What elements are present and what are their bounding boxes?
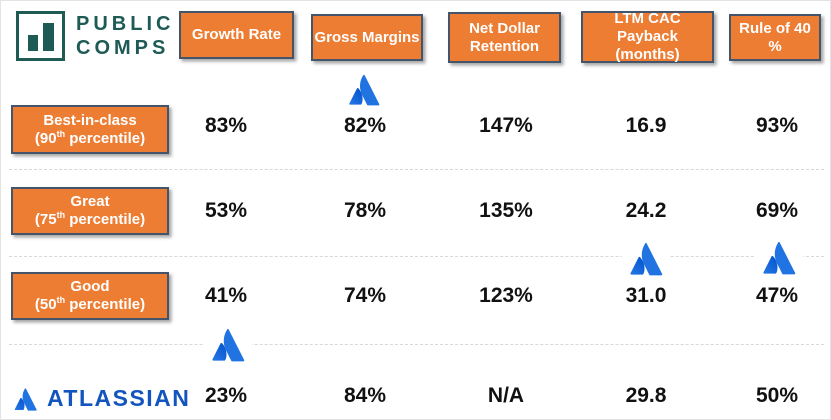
cell-great-cac-payback: 24.2: [625, 199, 667, 222]
bar-chart-icon: [16, 11, 65, 61]
atlassian-logo-icon: [13, 387, 38, 411]
row-separator: [9, 344, 824, 345]
cell-atlassian-ndr: N/A: [487, 384, 525, 407]
cell-atlassian-gross-margins: 84%: [343, 384, 387, 407]
cell-atlassian-rule-of-40: 50%: [755, 384, 799, 407]
row-separator: [9, 256, 824, 257]
public-comps-logo: PUBLIC COMPS: [16, 11, 174, 61]
atlassian-marker-icon: [204, 327, 252, 362]
atlassian-marker-icon: [341, 73, 387, 106]
logo-line-2: COMPS: [76, 37, 170, 59]
cell-great-ndr: 135%: [479, 199, 533, 222]
column-header-net-dollar-retention: Net Dollar Retention: [448, 12, 561, 63]
atlassian-marker-icon: [755, 240, 803, 275]
public-comps-wordmark: PUBLIC COMPS: [76, 12, 174, 60]
tier-percentile: (90th percentile): [34, 128, 146, 147]
column-header-ltm-cac-payback: LTM CAC Payback (months): [581, 10, 714, 63]
column-header-gross-margins: Gross Margins: [311, 14, 423, 61]
tier-name: Great: [70, 193, 110, 211]
column-header-rule-of-40: Rule of 40 %: [729, 14, 821, 61]
tier-name: Best-in-class: [43, 111, 137, 129]
cell-good-ndr: 123%: [479, 284, 533, 307]
cell-good-gross-margins: 74%: [343, 284, 387, 307]
atlassian-brand-row: ATLASSIAN: [13, 385, 190, 412]
row-label-best-in-class: Best-in-class (90th percentile): [11, 105, 169, 154]
cell-best-rule-of-40: 93%: [755, 114, 799, 137]
row-label-great: Great (75th percentile): [11, 187, 169, 235]
cell-good-cac-payback: 31.0: [625, 284, 667, 307]
tier-name: Good: [70, 278, 110, 296]
cell-great-growth-rate: 53%: [204, 199, 248, 222]
cell-best-ndr: 147%: [479, 114, 533, 137]
cell-atlassian-growth-rate: 23%: [204, 384, 248, 407]
cell-good-growth-rate: 41%: [204, 284, 248, 307]
tier-percentile: (75th percentile): [34, 210, 146, 229]
cell-great-rule-of-40: 69%: [755, 199, 799, 222]
row-separator: [9, 169, 824, 170]
cell-best-growth-rate: 83%: [204, 114, 248, 137]
atlassian-wordmark: ATLASSIAN: [47, 385, 191, 411]
cell-atlassian-cac-payback: 29.8: [625, 384, 667, 407]
cell-good-rule-of-40: 47%: [755, 284, 799, 307]
row-label-good: Good (50th percentile): [11, 272, 169, 320]
cell-great-gross-margins: 78%: [343, 199, 387, 222]
atlassian-marker-icon: [622, 241, 670, 276]
cell-best-gross-margins: 82%: [343, 114, 387, 137]
tier-percentile: (50th percentile): [34, 295, 146, 314]
cell-best-cac-payback: 16.9: [625, 114, 667, 137]
column-header-growth-rate: Growth Rate: [179, 11, 294, 59]
logo-line-1: PUBLIC: [76, 13, 175, 35]
